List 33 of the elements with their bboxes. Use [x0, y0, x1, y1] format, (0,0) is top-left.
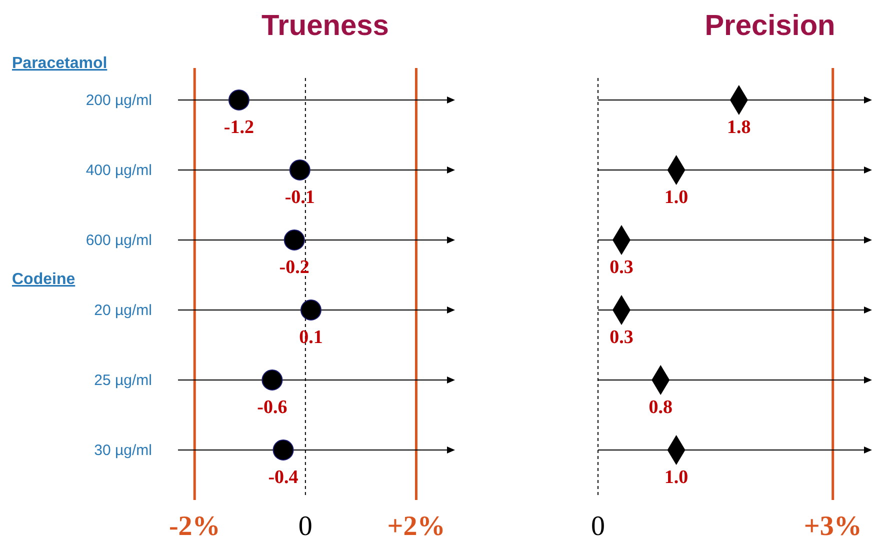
x-tick-label: 0 — [591, 511, 605, 542]
x-tick-label: -2% — [168, 511, 220, 542]
y-tick-label: 600 µg/ml — [86, 232, 152, 249]
x-tick-label: 0 — [298, 511, 312, 542]
y-tick-label: 400 µg/ml — [86, 162, 152, 179]
data-label: -0.1 — [284, 187, 315, 208]
data-label: 1.0 — [664, 187, 688, 208]
text: Paracetamol — [12, 55, 108, 72]
data-label: 0.3 — [610, 327, 634, 348]
point — [289, 160, 310, 180]
point — [300, 300, 322, 320]
data-label: 1.8 — [727, 117, 751, 138]
data-label: -0.2 — [279, 257, 310, 278]
chart-title: Precision — [704, 10, 836, 42]
data-label: -0.4 — [268, 467, 299, 488]
y-tick-label: 30 µg/ml — [94, 442, 152, 459]
y-tick-label: 25 µg/ml — [94, 372, 152, 389]
y-tick-label: 200 µg/ml — [86, 92, 152, 109]
text: Codeine — [12, 271, 76, 288]
chart-title: Trueness — [262, 10, 389, 42]
data-label: 1.0 — [664, 467, 688, 488]
point — [272, 440, 294, 460]
x-tick-label: +3% — [804, 511, 862, 542]
point — [262, 370, 283, 390]
data-label: -0.6 — [257, 397, 288, 418]
y-tick-label: 20 µg/ml — [94, 302, 152, 319]
point — [284, 230, 305, 250]
x-tick-label: +2% — [387, 511, 446, 542]
data-label: -1.2 — [224, 117, 254, 138]
point — [228, 90, 250, 110]
data-label: 0.8 — [648, 397, 673, 418]
data-label: 0.1 — [299, 327, 323, 348]
data-label: 0.3 — [610, 257, 634, 278]
